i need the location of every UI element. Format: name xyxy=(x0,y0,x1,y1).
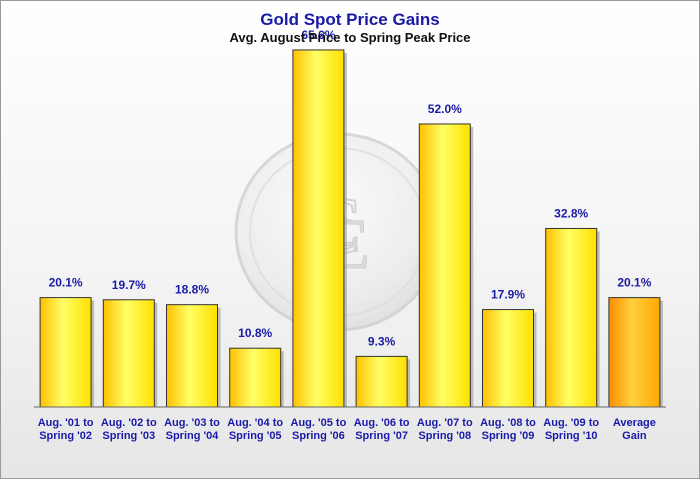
bar-value-label: 52.0% xyxy=(428,102,462,116)
x-tick-label: Aug. '05 to Spring '06 xyxy=(291,417,347,442)
bar-value-label: 20.1% xyxy=(617,276,651,290)
bar xyxy=(292,49,345,408)
bar-average-gain xyxy=(608,297,661,408)
x-tick-label: Aug. '09 to Spring '10 xyxy=(543,417,599,442)
bar xyxy=(545,227,598,408)
bar xyxy=(166,304,218,408)
chart-subtitle: Avg. August Price to Spring Peak Price xyxy=(229,30,471,45)
x-tick-label: Aug. '04 to Spring '05 xyxy=(227,417,283,442)
bar xyxy=(355,355,408,408)
bar-value-label: 18.8% xyxy=(175,283,209,297)
bar xyxy=(482,309,534,408)
bar xyxy=(229,347,282,408)
chart-title: Gold Spot Price Gains xyxy=(260,10,440,29)
x-tick-label: Aug. '01 to Spring '02 xyxy=(38,417,94,442)
x-tick-label: Aug. '03 to Spring '04 xyxy=(164,417,220,442)
x-tick-label: Average Gain xyxy=(613,417,656,442)
bar xyxy=(418,123,471,408)
bar-value-label: 65.6% xyxy=(301,28,335,42)
bar-value-label: 20.1% xyxy=(49,276,83,290)
bar-value-label: 10.8% xyxy=(238,326,272,340)
bar-value-label: 19.7% xyxy=(112,278,146,292)
x-axis-labels: Aug. '01 to Spring '02 Aug. '02 to Spring '… xyxy=(38,417,656,442)
bar xyxy=(102,299,155,408)
x-tick-label: Aug. '07 to Spring '08 xyxy=(417,417,473,442)
value-labels-layer: 20.1% 19.7% 18.8% 10.8% 65.6% 9.3% 52.0% 17.9% 3… xyxy=(49,28,652,348)
bars-layer xyxy=(39,49,663,408)
x-tick-label: Aug. '02 to Spring '03 xyxy=(101,417,157,442)
bar xyxy=(39,297,92,408)
bar-value-label: 17.9% xyxy=(491,288,525,302)
x-tick-label: Aug. '08 to Spring '09 xyxy=(480,417,536,442)
x-tick-label: Aug. '06 to Spring '07 xyxy=(354,417,410,442)
bar-value-label: 32.8% xyxy=(554,206,588,220)
bar-value-label: 9.3% xyxy=(368,334,396,348)
